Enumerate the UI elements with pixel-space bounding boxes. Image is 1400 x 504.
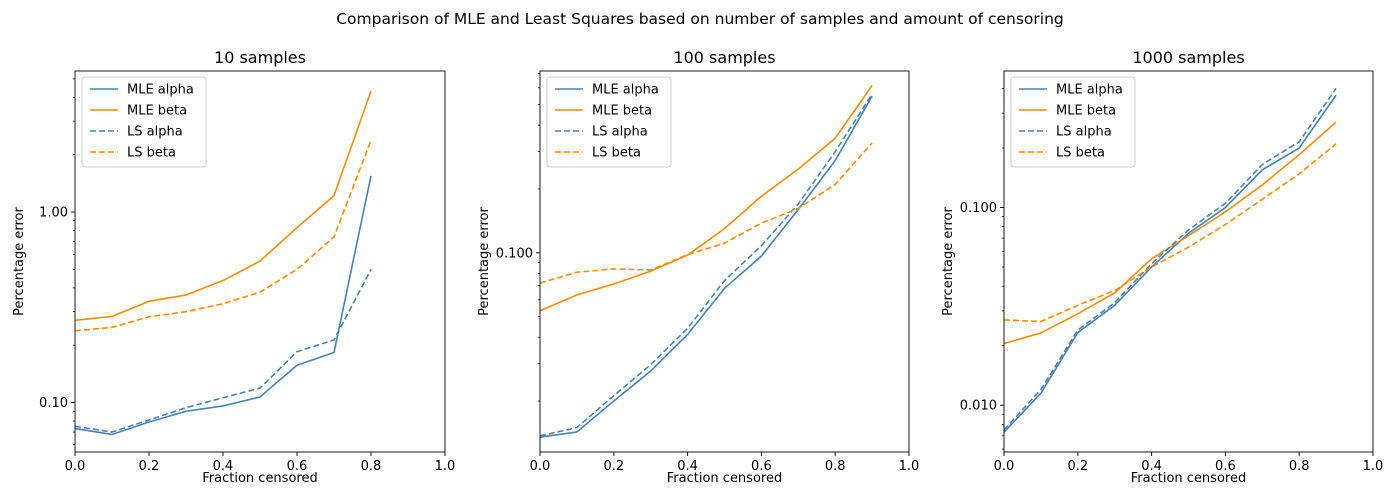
series-line-ls-alpha [75, 269, 372, 433]
legend-label-ls-beta: LS beta [592, 146, 641, 161]
series-line-mle-alpha [75, 175, 372, 436]
y-axis-label: Percentage error [477, 206, 492, 315]
panel-title: 100 samples [673, 48, 775, 67]
legend-label-ls-beta: LS beta [127, 146, 176, 161]
y-axis-label: Percentage error [12, 206, 27, 315]
x-axis-label: Fraction censored [667, 471, 782, 486]
series-line-mle-beta [1004, 121, 1337, 345]
plot-area [75, 90, 372, 436]
axes-frame [539, 70, 910, 453]
x-axis-label: Fraction censored [1131, 471, 1246, 486]
legend: MLE alpha MLE beta LS alpha LS beta [81, 76, 207, 168]
axes-frame [1003, 70, 1374, 453]
x-tick-label: 0.6 [751, 459, 772, 474]
x-tick-label: 0.6 [287, 459, 308, 474]
plot-area [1004, 87, 1337, 433]
legend-label-mle-beta: MLE beta [1056, 104, 1116, 119]
x-tick-label: 1.0 [435, 459, 456, 474]
legend: MLE alpha MLE beta LS alpha LS beta [1010, 76, 1136, 168]
x-tick-label: 0.6 [1215, 459, 1236, 474]
series-line-ls-alpha [540, 93, 873, 437]
x-tick-label: 1.0 [1363, 459, 1384, 474]
x-tick-label: 0.0 [530, 459, 551, 474]
series-line-mle-beta [540, 85, 873, 312]
legend-box [546, 76, 672, 168]
x-tick-label: 0.4 [1141, 459, 1162, 474]
x-tick-label: 0.4 [677, 459, 698, 474]
legend: MLE alpha MLE beta LS alpha LS beta [546, 76, 672, 168]
x-tick-label: 0.8 [1289, 459, 1310, 474]
legend-label-mle-alpha: MLE alpha [1056, 83, 1123, 98]
y-tick-label: 0.10 [39, 396, 68, 411]
x-tick-label: 0.2 [603, 459, 624, 474]
panel-2: 100 samples 0.0 0.2 0.4 0.6 0.8 1.0 0.100 Fracti… [477, 48, 919, 486]
series-line-mle-beta [75, 90, 372, 322]
series-line-ls-beta [75, 140, 372, 332]
series-line-ls-beta [540, 142, 873, 284]
x-tick-label: 0.2 [139, 459, 160, 474]
legend-label-ls-alpha: LS alpha [127, 125, 183, 140]
panel-title: 10 samples [214, 48, 306, 67]
legend-label-mle-alpha: MLE alpha [592, 83, 659, 98]
y-axis-label: Percentage error [941, 206, 956, 315]
y-tick-label: 0.010 [960, 399, 997, 414]
figure-suptitle: Comparison of MLE and Least Squares base… [336, 10, 1064, 28]
x-axis-label: Fraction censored [202, 471, 317, 486]
legend-label-ls-alpha: LS alpha [592, 125, 648, 140]
panel-title: 1000 samples [1132, 48, 1244, 67]
y-tick-label: 0.100 [960, 201, 997, 216]
x-tick-label: 0.4 [213, 459, 234, 474]
legend-label-mle-beta: MLE beta [127, 104, 187, 119]
axes-frame [74, 70, 446, 453]
x-tick-label: 1.0 [899, 459, 920, 474]
y-tick-label: 0.100 [496, 246, 533, 261]
legend-label-ls-alpha: LS alpha [1056, 125, 1112, 140]
legend-label-ls-beta: LS beta [1056, 146, 1105, 161]
plot-area [540, 85, 873, 439]
x-tick-label: 0.2 [1067, 459, 1088, 474]
panel-1: 10 samples 0.0 0.2 0.4 0.6 0.8 1.0 0.10 1.00 Frac… [12, 48, 455, 486]
legend-box [1010, 76, 1136, 168]
legend-label-mle-beta: MLE beta [592, 104, 652, 119]
x-tick-label: 0.0 [65, 459, 86, 474]
legend-box [81, 76, 207, 168]
series-line-ls-beta [1004, 143, 1337, 323]
legend-label-mle-alpha: MLE alpha [127, 83, 194, 98]
x-tick-label: 0.8 [361, 459, 382, 474]
series-line-mle-alpha [540, 95, 873, 439]
x-tick-label: 0.0 [994, 459, 1015, 474]
x-tick-label: 0.8 [825, 459, 846, 474]
panels: 10 samples 0.0 0.2 0.4 0.6 0.8 1.0 0.10 1.00 Frac… [12, 48, 1383, 486]
panel-3: 1000 samples 0.0 0.2 0.4 0.6 0.8 1.0 0.010 0.100… [941, 48, 1383, 486]
y-tick-label: 1.00 [39, 206, 68, 221]
series-line-mle-alpha [1004, 94, 1337, 433]
